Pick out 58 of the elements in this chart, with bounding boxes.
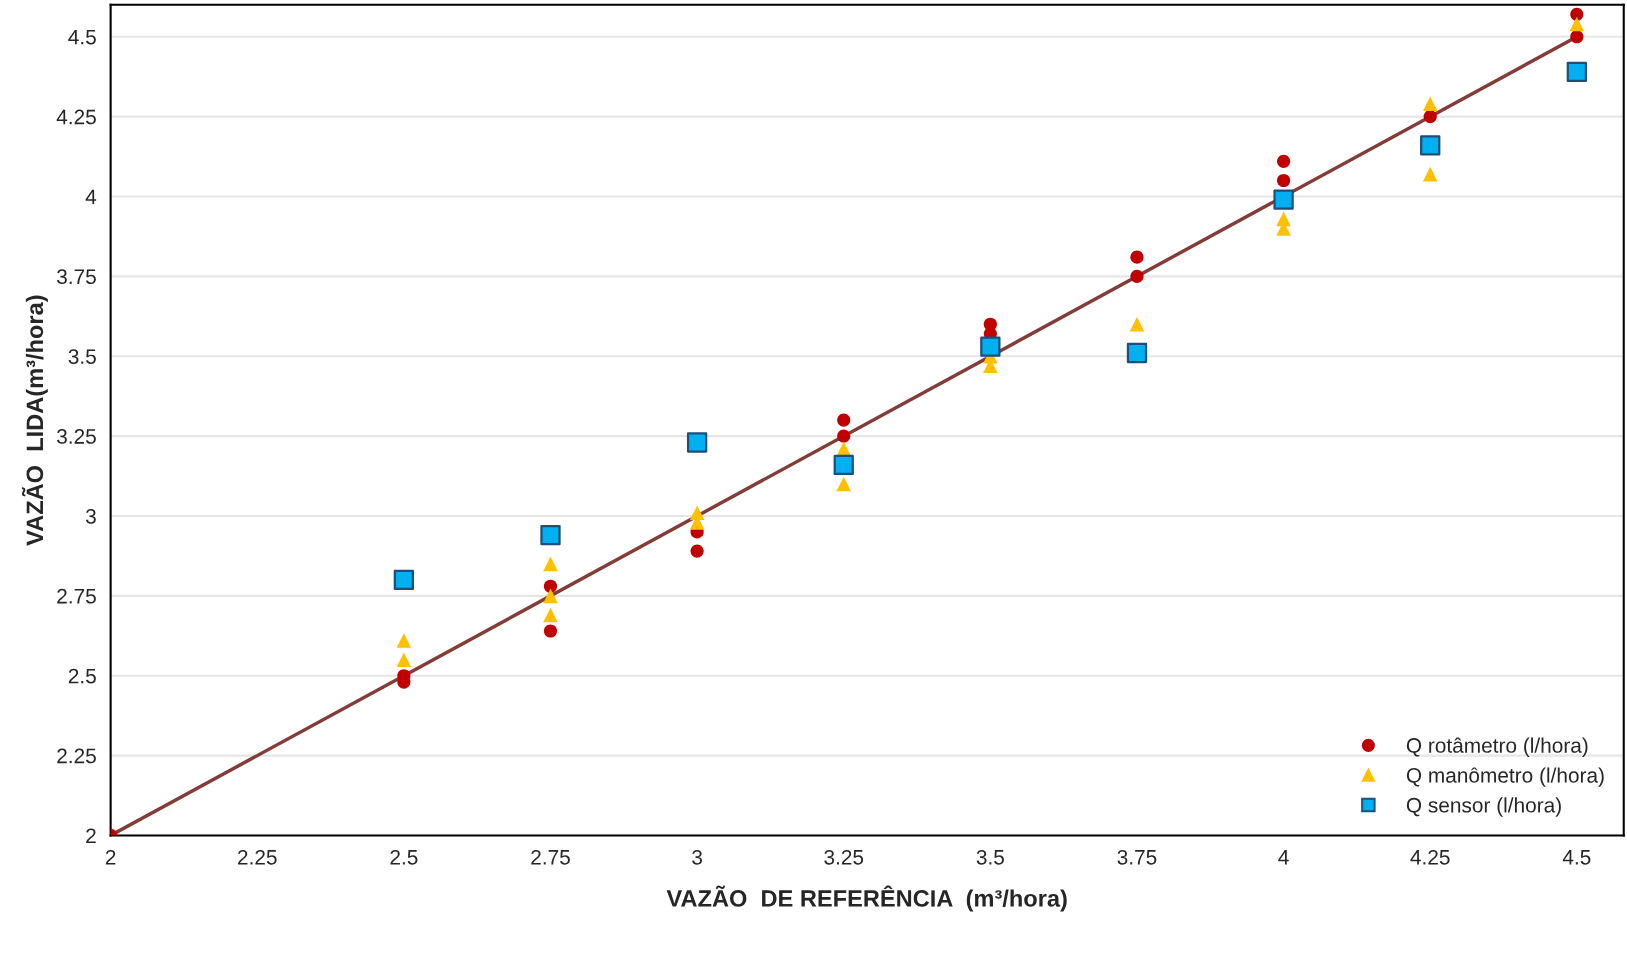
y-tick-label: 4.25	[56, 109, 96, 125]
point	[1277, 154, 1291, 168]
y-tick-label: 3	[85, 508, 96, 524]
y-tick-label: 3.5	[68, 349, 96, 364]
point	[393, 569, 415, 591]
point	[543, 556, 558, 572]
point	[1569, 16, 1585, 32]
y-tick-label: 2.5	[68, 668, 96, 684]
point	[836, 476, 852, 492]
y-tick-label: 2.25	[57, 748, 96, 764]
x-tick-label: 4.5	[1562, 850, 1591, 865]
point	[1570, 7, 1584, 21]
point	[396, 652, 412, 668]
point	[543, 579, 558, 593]
x-tick-label: 4	[1278, 850, 1289, 865]
x-tick-label: 3.75	[1117, 849, 1157, 865]
point	[1570, 30, 1584, 44]
x-axis-title: VAZÃO DE REFERÊNCIA (m³/hora)	[666, 885, 1067, 912]
point	[833, 454, 854, 476]
legend-label: Q sensor (l/hora)	[1406, 797, 1561, 817]
x-tick-label: 2.25	[238, 849, 277, 865]
x-tick-label: 3.5	[976, 849, 1004, 865]
point	[540, 524, 561, 546]
point	[1130, 269, 1144, 283]
y-tick-label: 2	[86, 828, 96, 844]
y-tick-label: 3.75	[57, 269, 96, 285]
y-axis-title: VAZÃO LIDA(m³/hora)	[21, 295, 48, 546]
point	[686, 432, 708, 453]
x-tick-label: 2.75	[531, 849, 570, 865]
point	[1423, 110, 1437, 124]
point	[1130, 250, 1144, 264]
point	[543, 624, 558, 638]
y-tick-label: 3.25	[57, 429, 96, 444]
y-tick-label: 4.5	[68, 29, 96, 45]
x-tick-label: 2.5	[390, 849, 418, 865]
point	[1273, 189, 1294, 210]
point	[1566, 61, 1587, 83]
point	[1422, 96, 1438, 112]
x-tick-label: 3.25	[824, 849, 864, 865]
x-tick-label: 4.25	[1410, 849, 1450, 865]
point	[1420, 135, 1441, 156]
x-tick-label: 3	[692, 849, 702, 865]
legend-label: Q rotâmetro (l/hora)	[1406, 737, 1588, 757]
point	[543, 607, 558, 623]
y-tick-label: 2.75	[57, 588, 96, 604]
point	[690, 544, 704, 558]
point	[837, 429, 851, 443]
y-tick-label: 4	[85, 189, 97, 205]
point	[837, 413, 851, 427]
point	[396, 633, 412, 648]
point	[1422, 166, 1438, 182]
point	[543, 588, 558, 604]
point	[1277, 173, 1291, 188]
point	[1126, 342, 1148, 364]
point	[1129, 316, 1145, 332]
legend-label: Q manômetro (l/hora)	[1406, 767, 1604, 787]
x-tick-label: 2	[105, 849, 116, 865]
point	[980, 336, 1001, 357]
